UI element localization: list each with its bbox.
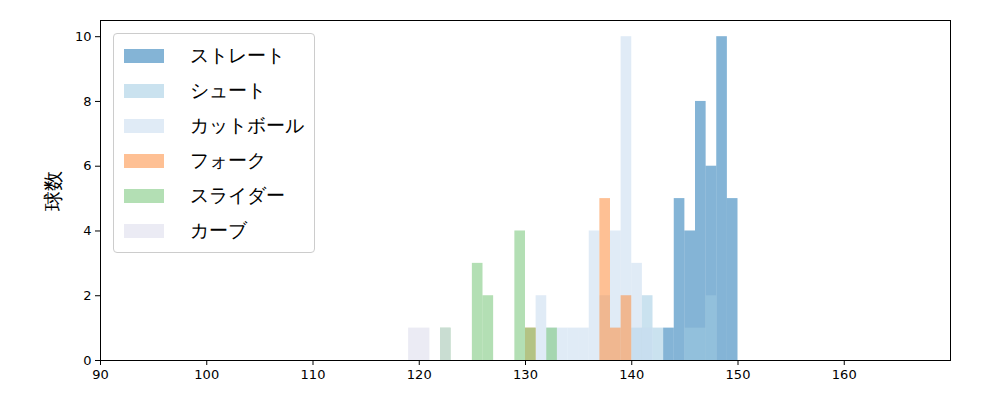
html-text:シュート: シュート xyxy=(190,78,266,101)
svg-text:0: 0 xyxy=(83,353,91,368)
svg-text:150: 150 xyxy=(726,367,751,382)
svg-text:8: 8 xyxy=(83,94,91,109)
html-text:ストレート: ストレート xyxy=(190,43,285,66)
svg-text:130: 130 xyxy=(513,367,538,382)
svg-text:10: 10 xyxy=(75,29,92,44)
svg-text:110: 110 xyxy=(301,367,326,382)
svg-text:2: 2 xyxy=(83,288,91,303)
html-text:スライダー: スライダー xyxy=(190,183,285,206)
svg-text:4: 4 xyxy=(83,223,91,238)
html-text:カットボール: カットボール xyxy=(190,113,304,136)
html-text:カーブ: カーブ xyxy=(190,218,247,241)
html-text:フォーク: フォーク xyxy=(190,148,266,171)
svg-text:140: 140 xyxy=(619,367,644,382)
svg-text:100: 100 xyxy=(194,367,219,382)
svg-text:120: 120 xyxy=(407,367,432,382)
svg-text:160: 160 xyxy=(832,367,857,382)
svg-text:6: 6 xyxy=(83,158,91,173)
svg-text:球数: 球数 xyxy=(41,171,65,211)
svg-text:90: 90 xyxy=(92,367,109,382)
